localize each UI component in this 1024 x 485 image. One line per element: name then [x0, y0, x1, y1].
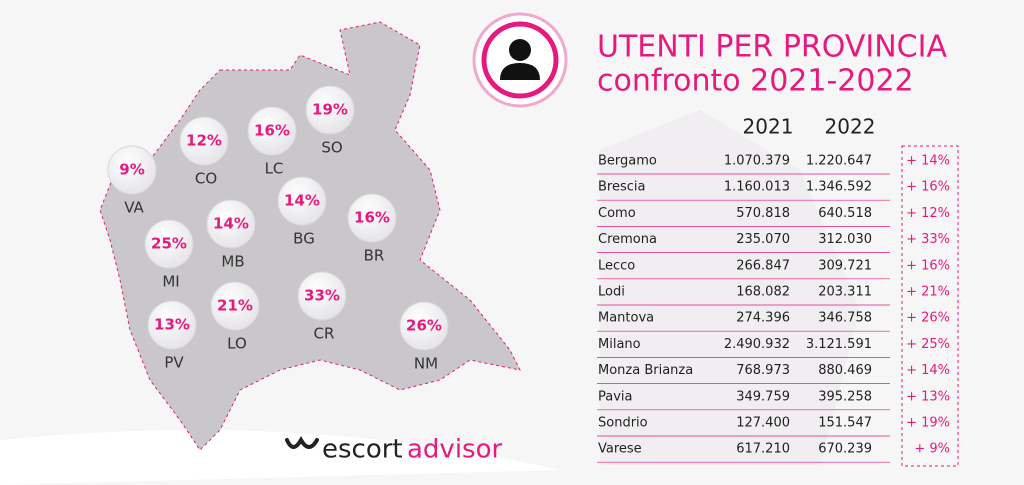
user-icon: [472, 12, 568, 108]
value-2022: 151.547: [818, 416, 872, 431]
subtitle: confronto 2021-2022: [597, 64, 914, 99]
province-code: SO: [321, 139, 342, 157]
bubble: [107, 145, 157, 195]
province-name: Cremona: [598, 232, 657, 247]
bubble: [305, 85, 355, 135]
province-name: Sondrio: [598, 416, 648, 431]
column-header: 2021: [743, 115, 794, 139]
province-change: 25%: [151, 235, 187, 253]
province-change: 14%: [213, 215, 249, 233]
province-name: Mantova: [598, 311, 654, 326]
province-name: Lecco: [598, 258, 635, 273]
bubble: [147, 300, 197, 350]
province-name: Monza Brianza: [598, 363, 693, 378]
change: + 26%: [906, 311, 950, 326]
value-2021: 1.070.379: [724, 154, 790, 169]
value-2021: 617.210: [736, 442, 790, 457]
value-2022: 1.346.592: [806, 180, 872, 195]
province-code: LO: [227, 335, 247, 353]
column-header: 2022: [825, 115, 876, 139]
value-2021: 2.490.932: [724, 337, 790, 352]
change: + 16%: [906, 258, 950, 273]
value-2022: 1.220.647: [806, 154, 872, 169]
change: + 12%: [906, 206, 950, 221]
province-change: 12%: [186, 132, 222, 150]
brand: escort advisor: [285, 435, 503, 465]
value-2021: 274.396: [736, 311, 790, 326]
province-code: BG: [293, 230, 315, 248]
change: + 13%: [906, 389, 950, 404]
brand-suffix: advisor: [407, 435, 503, 465]
value-2022: 640.518: [818, 206, 872, 221]
province-name: Brescia: [598, 180, 645, 195]
value-2022: 203.311: [818, 285, 872, 300]
province-code: CR: [314, 325, 335, 343]
province-code: VA: [124, 199, 144, 217]
province-change: 9%: [119, 161, 144, 179]
change: + 33%: [906, 232, 950, 247]
change: + 19%: [906, 416, 950, 431]
province-name: Varese: [598, 442, 642, 457]
value-2021: 768.973: [736, 363, 790, 378]
bubble: [179, 116, 229, 166]
value-2022: 346.758: [818, 311, 872, 326]
user-silhouette-bg: [600, 110, 860, 465]
province-code: MI: [162, 273, 179, 291]
bubble: [144, 219, 194, 269]
change: + 9%: [914, 442, 950, 457]
province-name: Pavia: [598, 389, 633, 404]
value-2022: 3.121.591: [806, 337, 872, 352]
value-2021: 235.070: [736, 232, 790, 247]
value-2021: 266.847: [736, 258, 790, 273]
province-name: Milano: [598, 337, 641, 352]
title: UTENTI PER PROVINCIA: [597, 30, 947, 65]
bubble: [247, 106, 297, 156]
bubble: [297, 271, 347, 321]
province-change: 33%: [304, 287, 340, 305]
province-name: Bergamo: [598, 154, 657, 169]
brand-prefix: escort: [322, 435, 403, 465]
province-code: PV: [164, 354, 184, 372]
province-change: 13%: [154, 316, 190, 334]
value-2022: 312.030: [818, 232, 872, 247]
change: + 25%: [906, 337, 950, 352]
bubble: [210, 281, 260, 331]
value-2021: 349.759: [736, 389, 790, 404]
province-code: BR: [364, 247, 385, 265]
value-2022: 880.469: [818, 363, 872, 378]
province-name: Como: [598, 206, 636, 221]
province-code: MB: [221, 253, 244, 271]
change: + 14%: [906, 154, 950, 169]
value-2022: 395.258: [818, 389, 872, 404]
bubble: [277, 176, 327, 226]
province-change: 19%: [312, 101, 348, 119]
province-change: 16%: [354, 209, 390, 227]
province-change: 14%: [284, 192, 320, 210]
value-2021: 570.818: [736, 206, 790, 221]
value-2021: 168.082: [736, 285, 790, 300]
wave: [0, 430, 560, 485]
province-change: 26%: [406, 317, 442, 335]
province-code: CO: [195, 170, 217, 188]
value-2022: 309.721: [818, 258, 872, 273]
bubble: [347, 193, 397, 243]
province-name: Lodi: [598, 285, 625, 300]
value-2021: 1.160.013: [724, 180, 790, 195]
bubble: [399, 301, 449, 351]
change: + 14%: [906, 363, 950, 378]
province-code: NM: [414, 355, 438, 373]
bubble: [206, 199, 256, 249]
change-box: [901, 145, 959, 467]
value-2021: 127.400: [736, 416, 790, 431]
province-code: LC: [265, 160, 284, 178]
change: + 21%: [906, 285, 950, 300]
value-2022: 670.239: [818, 442, 872, 457]
change: + 16%: [906, 180, 950, 195]
province-change: 21%: [217, 297, 253, 315]
province-change: 16%: [254, 122, 290, 140]
